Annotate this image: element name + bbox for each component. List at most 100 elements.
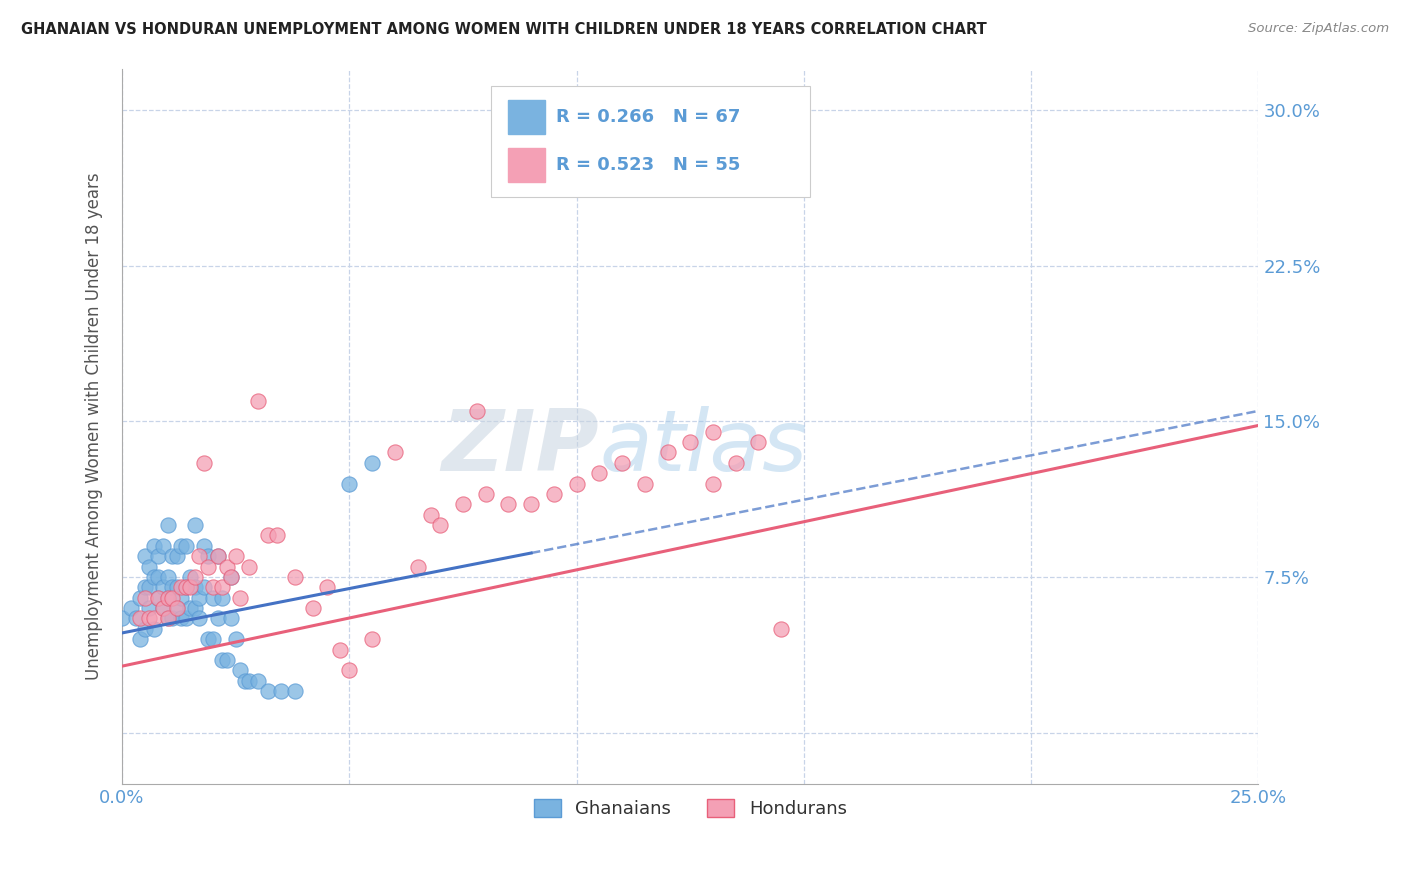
Point	[384, 445, 406, 459]
Point	[238, 673, 260, 688]
Point	[166, 601, 188, 615]
Point	[142, 539, 165, 553]
Point	[134, 591, 156, 605]
Point	[184, 601, 207, 615]
Point	[247, 673, 270, 688]
Text: atlas: atlas	[599, 407, 807, 490]
Point	[229, 663, 252, 677]
Point	[679, 435, 702, 450]
Point	[233, 673, 256, 688]
Point	[197, 549, 219, 564]
Point	[201, 591, 224, 605]
Point	[148, 570, 170, 584]
Point	[174, 580, 197, 594]
Text: R = 0.523   N = 55: R = 0.523 N = 55	[557, 156, 741, 174]
Point	[184, 518, 207, 533]
Point	[215, 559, 238, 574]
Point	[193, 456, 215, 470]
Point	[588, 466, 610, 480]
Text: ZIP: ZIP	[441, 407, 599, 490]
Point	[197, 559, 219, 574]
Point	[166, 601, 188, 615]
Point	[142, 622, 165, 636]
Point	[201, 580, 224, 594]
Legend: Ghanaians, Hondurans: Ghanaians, Hondurans	[526, 792, 853, 825]
Point	[152, 601, 174, 615]
Point	[770, 622, 793, 636]
Point	[120, 601, 142, 615]
Point	[302, 601, 325, 615]
Point	[361, 632, 384, 647]
Point	[337, 476, 360, 491]
Point	[138, 611, 160, 625]
FancyBboxPatch shape	[509, 100, 544, 135]
Point	[724, 456, 747, 470]
Point	[152, 580, 174, 594]
Point	[129, 611, 152, 625]
Point	[215, 653, 238, 667]
Point	[170, 580, 193, 594]
Point	[211, 653, 233, 667]
Point	[498, 134, 520, 148]
Point	[702, 425, 724, 439]
Point	[156, 591, 179, 605]
Point	[179, 601, 201, 615]
Point	[211, 580, 233, 594]
Point	[451, 497, 474, 511]
Point	[174, 580, 197, 594]
Point	[156, 570, 179, 584]
Point	[179, 570, 201, 584]
Point	[219, 611, 242, 625]
Point	[610, 456, 633, 470]
Point	[256, 528, 278, 542]
Point	[207, 549, 229, 564]
Point	[184, 570, 207, 584]
Point	[429, 518, 451, 533]
Point	[474, 487, 496, 501]
Point	[138, 559, 160, 574]
Point	[138, 601, 160, 615]
Point	[238, 559, 260, 574]
Point	[193, 580, 215, 594]
Point	[634, 476, 657, 491]
Point	[543, 487, 565, 501]
Point	[284, 570, 307, 584]
Point	[134, 622, 156, 636]
Point	[211, 591, 233, 605]
Point	[219, 570, 242, 584]
Point	[179, 580, 201, 594]
Point	[148, 591, 170, 605]
Point	[247, 393, 270, 408]
FancyBboxPatch shape	[509, 148, 544, 182]
Point	[142, 570, 165, 584]
Point	[152, 539, 174, 553]
Point	[142, 611, 165, 625]
Point	[129, 591, 152, 605]
Point	[125, 611, 148, 625]
Point	[657, 445, 679, 459]
Point	[406, 559, 429, 574]
Point	[337, 663, 360, 677]
Y-axis label: Unemployment Among Women with Children Under 18 years: Unemployment Among Women with Children U…	[86, 173, 103, 681]
Point	[160, 611, 183, 625]
Point	[166, 549, 188, 564]
Point	[201, 632, 224, 647]
Point	[225, 632, 247, 647]
Point	[166, 580, 188, 594]
Point	[152, 601, 174, 615]
Point	[188, 591, 211, 605]
Point	[361, 456, 384, 470]
Point	[420, 508, 443, 522]
Point	[197, 632, 219, 647]
Point	[315, 580, 337, 594]
Point	[219, 570, 242, 584]
Point	[156, 591, 179, 605]
Point	[229, 591, 252, 605]
Point	[170, 591, 193, 605]
Point	[747, 435, 769, 450]
Point	[111, 611, 134, 625]
Point	[270, 684, 292, 698]
Point	[465, 404, 488, 418]
Point	[138, 580, 160, 594]
Point	[188, 611, 211, 625]
